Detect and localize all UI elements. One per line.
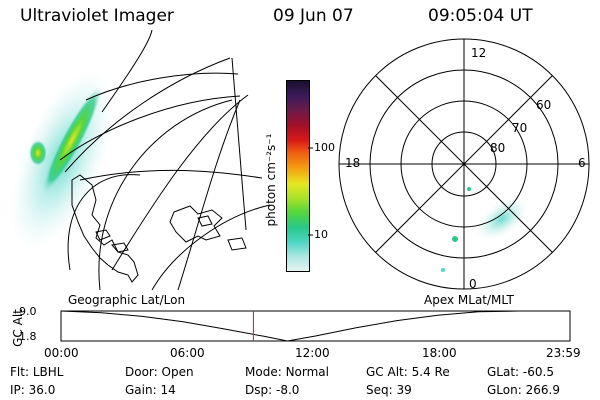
mlat-label-60: 60 (536, 98, 552, 112)
status-glon: GLon: 266.9 (487, 383, 560, 397)
status-gc-alt: GC Alt: 5.4 Re (366, 365, 450, 379)
mlat-label-70: 70 (512, 121, 528, 135)
mlt-label-18: 18 (345, 156, 361, 170)
time-label: 09:05:04 UT (428, 6, 533, 26)
colorbar-ticks (308, 147, 313, 236)
colorbar (286, 80, 310, 272)
status-dsp: Dsp: -8.0 (245, 383, 300, 397)
instrument-title: Ultraviolet Imager (20, 6, 174, 26)
aurora-arc (42, 86, 102, 194)
date-label: 09 Jun 07 (273, 6, 354, 26)
altitude-xtick-3: 18:00 (422, 346, 457, 360)
altitude-orbit-line (60, 310, 570, 342)
polar-caption: Apex MLat/MLT (424, 293, 514, 307)
colorbar-unit-label: photon cm⁻²s⁻¹ (264, 133, 278, 227)
altitude-plot (60, 310, 571, 342)
status-mode: Mode: Normal (245, 365, 329, 379)
aurora-spot (29, 140, 47, 166)
status-flt: Flt: LBHL (10, 365, 64, 379)
status-ip: IP: 36.0 (10, 383, 56, 397)
polar-aurora-oval (475, 197, 529, 241)
altitude-ytick-max: 9.0 (19, 305, 37, 318)
altitude-ytick-min: 1.8 (19, 330, 37, 343)
status-gain: Gain: 14 (125, 383, 176, 397)
mlat-label-80: 80 (490, 141, 506, 155)
mlt-label-12: 12 (471, 46, 487, 60)
status-glat: GLat: -60.5 (487, 365, 554, 379)
geo-caption: Geographic Lat/Lon (68, 293, 186, 307)
colorbar-tick-100: 100 (314, 141, 335, 154)
colorbar-tick-10: 10 (314, 228, 328, 241)
altitude-xtick-4: 23:59 (546, 346, 581, 360)
altitude-xtick-1: 06:00 (170, 346, 205, 360)
polar-map (338, 38, 590, 290)
status-seq: Seq: 39 (366, 383, 412, 397)
geographic-map (10, 29, 271, 291)
altitude-xtick-0: 00:00 (44, 346, 79, 360)
altitude-xtick-2: 12:00 (295, 346, 330, 360)
mlt-label-6: 6 (578, 156, 586, 170)
mlt-label-0: 0 (469, 277, 477, 291)
status-door: Door: Open (125, 365, 194, 379)
